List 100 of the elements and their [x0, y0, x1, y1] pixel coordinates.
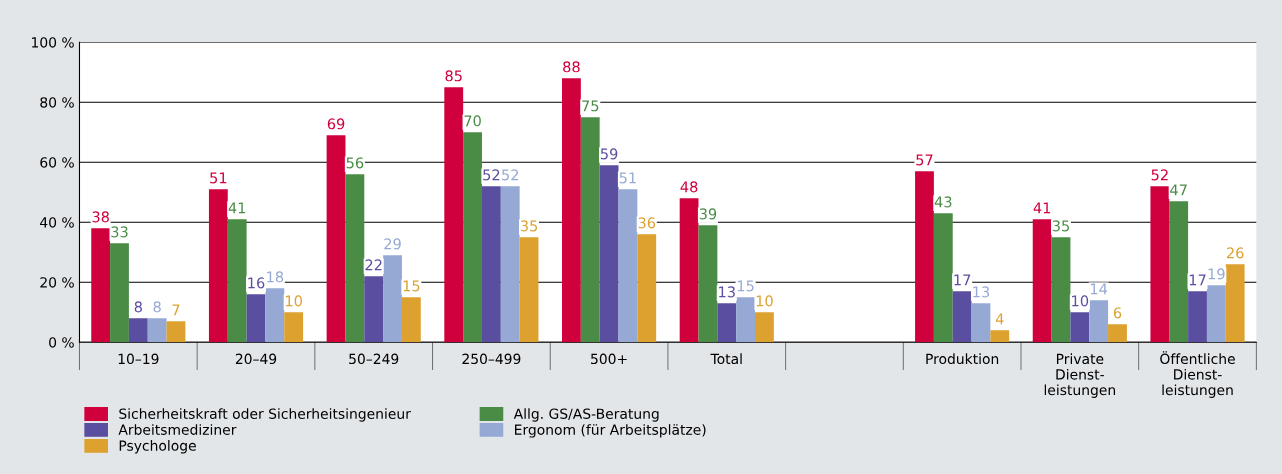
x-tick-label: Total — [710, 353, 742, 365]
y-tick-label: 20 % — [40, 277, 74, 288]
data-label: 15 — [737, 280, 754, 292]
data-label: 22 — [365, 259, 382, 271]
bar — [1032, 219, 1052, 343]
bar — [481, 186, 501, 343]
legend-label: Arbeitsmediziner — [118, 424, 237, 435]
bar — [717, 303, 737, 343]
bar — [1188, 291, 1207, 343]
y-tick-label: 80 % — [40, 97, 74, 108]
data-label: 39 — [699, 208, 717, 220]
data-label: 75 — [582, 100, 599, 112]
x-tick-label: Öffentliche Dienst- leistungen — [1160, 351, 1235, 398]
bar — [246, 294, 266, 343]
y-tick-label: 0 % — [49, 337, 74, 348]
x-tick-label: Private Dienst- leistungen — [1044, 353, 1116, 398]
bar — [227, 219, 247, 343]
bar — [755, 312, 774, 343]
x-tick-label: 50–249 — [349, 353, 399, 365]
data-label: 26 — [1226, 247, 1244, 259]
x-tick-label: 10–19 — [118, 353, 159, 365]
data-label: 41 — [1033, 202, 1051, 214]
data-label: 33 — [111, 226, 128, 238]
data-label: 56 — [346, 157, 364, 169]
data-label: 19 — [1208, 268, 1225, 280]
data-label: 17 — [954, 274, 971, 286]
data-label: 10 — [1072, 295, 1089, 307]
bar — [1150, 186, 1170, 343]
bar — [1225, 264, 1245, 343]
data-label: 13 — [973, 286, 990, 298]
data-label: 41 — [228, 202, 246, 214]
y-tick-label: 60 % — [40, 157, 74, 168]
data-label: 69 — [327, 118, 345, 130]
bar — [915, 171, 934, 343]
bar — [345, 174, 365, 343]
bar — [208, 189, 228, 343]
data-label: 85 — [445, 70, 462, 82]
bar — [952, 291, 972, 343]
data-label: 4 — [995, 313, 1004, 325]
bar — [463, 132, 482, 343]
data-label: 8 — [134, 301, 142, 313]
data-label: 51 — [210, 172, 227, 184]
data-label: 10 — [756, 295, 773, 307]
bar — [1108, 324, 1127, 343]
bar — [618, 189, 638, 343]
bar — [1169, 201, 1189, 343]
data-label: 17 — [1189, 274, 1206, 286]
data-label: 43 — [934, 196, 952, 208]
bar — [500, 186, 520, 343]
data-label: 36 — [638, 217, 656, 229]
x-tick-label: 500+ — [591, 353, 627, 365]
bar — [736, 297, 756, 343]
bar — [698, 225, 718, 343]
bar — [364, 276, 384, 343]
bar — [284, 312, 304, 343]
bar — [1051, 237, 1071, 343]
bar — [383, 255, 402, 343]
bar — [519, 237, 539, 343]
data-label: 18 — [267, 271, 284, 283]
bar — [933, 213, 953, 343]
bar — [128, 318, 148, 343]
data-label: 88 — [563, 61, 580, 73]
bar — [401, 297, 421, 343]
bar — [110, 243, 129, 343]
data-label: 38 — [92, 211, 109, 223]
bar — [562, 78, 581, 343]
bar — [444, 87, 464, 343]
legend-label: Ergonom (für Arbeitsplätze) — [515, 424, 706, 438]
bar — [91, 228, 111, 343]
data-label: 52 — [1151, 169, 1168, 181]
data-label: 59 — [600, 148, 618, 160]
data-label: 47 — [1170, 184, 1187, 196]
y-tick-label: 100 % — [32, 37, 74, 48]
x-tick-label: Produktion — [926, 353, 999, 365]
x-tick-label: 250–499 — [462, 353, 521, 365]
x-tick-label: 20–49 — [235, 353, 277, 365]
bar — [147, 318, 167, 343]
data-label: 13 — [719, 286, 735, 298]
bar — [166, 321, 186, 343]
data-label: 15 — [403, 280, 420, 292]
data-label: 52 — [502, 169, 519, 181]
bar — [971, 303, 991, 343]
data-label: 6 — [1113, 307, 1122, 319]
data-label: 35 — [520, 220, 538, 232]
legend-label: Sicherheitskraft oder Sicherheitsingenieur — [119, 408, 411, 422]
data-label: 51 — [619, 172, 636, 184]
data-label: 14 — [1090, 283, 1108, 295]
bar — [580, 117, 600, 343]
bar — [990, 330, 1010, 343]
data-label: 57 — [916, 154, 933, 166]
data-label: 7 — [172, 304, 180, 316]
y-tick-label: 40 % — [40, 217, 74, 228]
bar — [326, 135, 346, 343]
data-label: 52 — [483, 169, 500, 181]
bar — [679, 198, 699, 343]
legend-label: Psychologe — [119, 440, 196, 454]
data-label: 8 — [153, 301, 161, 313]
bar — [1089, 300, 1109, 343]
bar — [1070, 312, 1090, 343]
data-label: 35 — [1052, 220, 1069, 232]
